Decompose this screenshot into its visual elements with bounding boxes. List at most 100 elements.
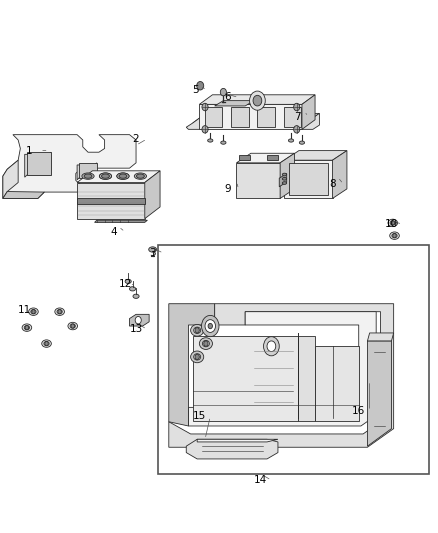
Ellipse shape — [119, 174, 127, 178]
Ellipse shape — [202, 341, 209, 347]
Circle shape — [45, 342, 48, 346]
Circle shape — [58, 310, 61, 314]
Circle shape — [220, 88, 226, 96]
Bar — [284, 107, 301, 127]
Ellipse shape — [149, 247, 156, 252]
Polygon shape — [77, 163, 97, 180]
Circle shape — [267, 341, 276, 352]
Ellipse shape — [68, 322, 78, 330]
Circle shape — [253, 95, 262, 106]
Circle shape — [264, 337, 279, 356]
Polygon shape — [27, 152, 51, 175]
Text: 7: 7 — [294, 111, 301, 122]
Ellipse shape — [44, 342, 49, 346]
Polygon shape — [215, 101, 254, 106]
Polygon shape — [199, 104, 302, 130]
Ellipse shape — [390, 221, 396, 225]
Circle shape — [293, 126, 300, 133]
Polygon shape — [285, 160, 332, 198]
Ellipse shape — [199, 338, 212, 350]
Polygon shape — [367, 341, 392, 446]
Ellipse shape — [125, 279, 131, 284]
Ellipse shape — [221, 141, 226, 144]
Ellipse shape — [99, 173, 112, 179]
Polygon shape — [239, 156, 250, 160]
Ellipse shape — [24, 326, 29, 330]
Ellipse shape — [28, 308, 38, 316]
Polygon shape — [237, 154, 294, 163]
Text: 10: 10 — [385, 219, 398, 229]
Polygon shape — [193, 336, 297, 421]
Polygon shape — [279, 173, 287, 187]
Ellipse shape — [119, 174, 127, 178]
Ellipse shape — [99, 173, 112, 179]
Text: 16: 16 — [352, 406, 365, 416]
Ellipse shape — [22, 324, 32, 332]
Ellipse shape — [102, 174, 110, 178]
Circle shape — [195, 328, 199, 333]
Text: 4: 4 — [111, 227, 117, 237]
Circle shape — [32, 310, 35, 314]
Bar — [158, 245, 428, 474]
Circle shape — [71, 324, 74, 328]
Text: 5: 5 — [193, 85, 199, 95]
Polygon shape — [302, 114, 319, 130]
Polygon shape — [199, 95, 315, 104]
Ellipse shape — [55, 308, 64, 316]
Polygon shape — [186, 114, 206, 130]
Text: 9: 9 — [224, 184, 231, 195]
Text: 8: 8 — [329, 179, 336, 189]
Polygon shape — [188, 312, 376, 426]
Polygon shape — [367, 333, 394, 341]
Polygon shape — [315, 346, 359, 421]
Text: 3: 3 — [149, 248, 156, 258]
Ellipse shape — [390, 232, 399, 239]
Ellipse shape — [102, 174, 110, 178]
Circle shape — [208, 324, 212, 329]
Ellipse shape — [133, 294, 139, 298]
Circle shape — [135, 317, 141, 324]
Bar — [231, 107, 249, 127]
Polygon shape — [193, 114, 319, 123]
Polygon shape — [302, 95, 315, 130]
Polygon shape — [3, 160, 18, 198]
Ellipse shape — [283, 182, 287, 184]
Circle shape — [202, 103, 208, 111]
Polygon shape — [3, 191, 44, 198]
Ellipse shape — [82, 173, 94, 179]
Polygon shape — [280, 154, 294, 198]
Polygon shape — [285, 151, 347, 160]
Ellipse shape — [57, 310, 62, 314]
Ellipse shape — [194, 327, 201, 334]
Polygon shape — [169, 304, 394, 447]
Ellipse shape — [117, 173, 129, 179]
Circle shape — [25, 326, 28, 330]
Circle shape — [197, 82, 204, 90]
Circle shape — [202, 126, 208, 133]
Ellipse shape — [283, 173, 287, 176]
Polygon shape — [145, 171, 160, 219]
Polygon shape — [186, 439, 278, 459]
Polygon shape — [3, 135, 136, 198]
Circle shape — [201, 316, 219, 337]
Text: 12: 12 — [119, 279, 132, 288]
Polygon shape — [169, 304, 215, 426]
Bar — [77, 198, 145, 204]
Ellipse shape — [134, 173, 147, 179]
Polygon shape — [79, 163, 97, 177]
Ellipse shape — [283, 177, 287, 180]
Circle shape — [205, 320, 215, 333]
Polygon shape — [237, 163, 280, 198]
Polygon shape — [130, 314, 149, 326]
Polygon shape — [197, 439, 278, 442]
Text: 2: 2 — [133, 134, 139, 144]
Ellipse shape — [31, 310, 36, 314]
Ellipse shape — [392, 233, 397, 238]
Polygon shape — [77, 182, 145, 219]
Polygon shape — [267, 156, 278, 160]
Text: 14: 14 — [254, 475, 267, 485]
Polygon shape — [95, 220, 148, 222]
Ellipse shape — [191, 351, 204, 363]
Text: 13: 13 — [129, 324, 143, 334]
Text: 15: 15 — [193, 411, 206, 422]
